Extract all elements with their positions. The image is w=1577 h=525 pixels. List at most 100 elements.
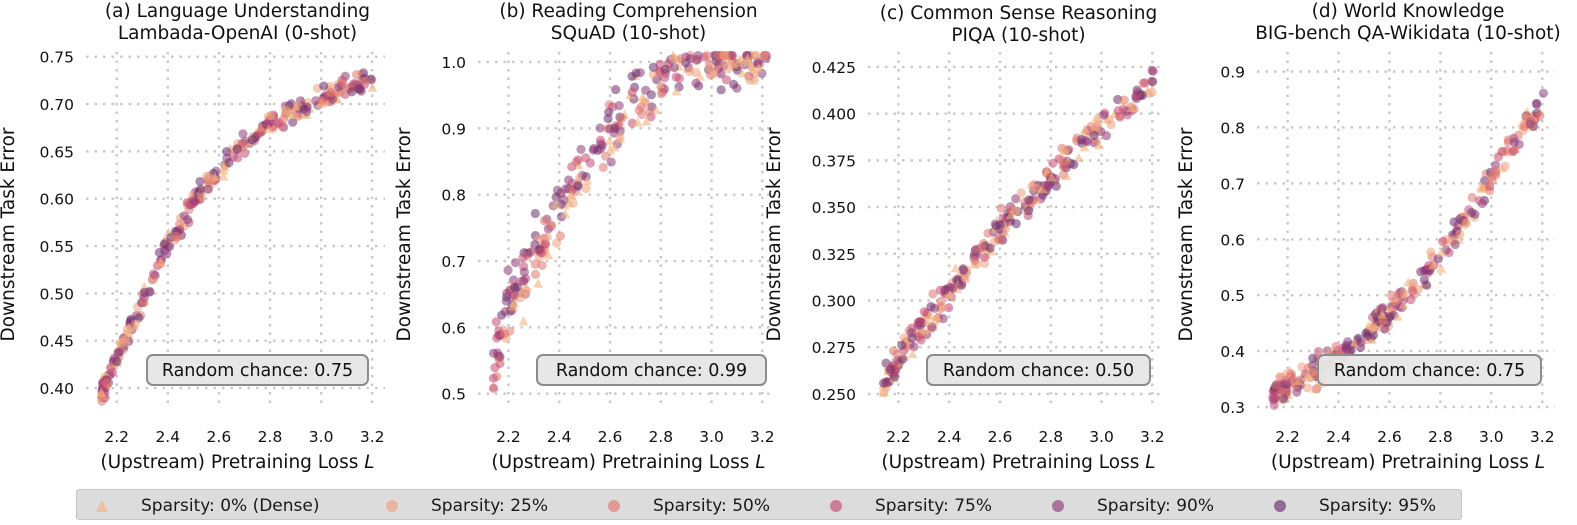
data-point (691, 67, 701, 77)
data-point-dense (1005, 210, 1016, 220)
data-point (281, 106, 291, 116)
data-point (1378, 315, 1388, 326)
data-point-dense (1475, 182, 1486, 192)
data-point (539, 216, 550, 226)
data-point (573, 155, 583, 165)
data-point (517, 276, 527, 286)
data-point (530, 269, 541, 280)
data-point (598, 162, 608, 172)
data-point (958, 265, 969, 275)
data-point (691, 78, 701, 88)
chart-title-line: SQuAD (10-shot) (551, 23, 706, 44)
data-point (162, 249, 172, 259)
y-tick-label: 0.75 (39, 49, 74, 67)
data-point-dense (637, 92, 648, 102)
x-tick-label: 3.0 (309, 428, 334, 446)
legend-item-sparsity-90: Sparsity: 90% (1051, 490, 1214, 521)
legend-marker-0 (96, 499, 108, 512)
data-point-dense (878, 387, 889, 397)
y-tick-label: 0.4 (1220, 343, 1245, 361)
data-point (1011, 219, 1021, 229)
data-point (750, 50, 760, 61)
data-point-dense (694, 71, 705, 81)
data-point-dense (582, 175, 593, 185)
chart-title-line: PIQA (10-shot) (951, 25, 1085, 46)
data-point (1487, 171, 1497, 181)
data-point (279, 114, 289, 124)
data-point (510, 283, 520, 293)
data-point-dense (1436, 247, 1447, 257)
data-point (224, 158, 234, 168)
data-point (347, 87, 357, 97)
data-point (1089, 130, 1099, 140)
data-point (505, 326, 515, 336)
chart-title-line: (b) Reading Comprehension (499, 1, 757, 22)
data-point (559, 195, 569, 205)
figure: (a) Language UnderstandingLambada-OpenAI… (0, 1, 1561, 473)
legend-item-sparsity-0: Sparsity: 0% (Dense) (95, 490, 319, 521)
data-point-dense (509, 298, 520, 308)
data-point-dense (655, 79, 666, 89)
data-point (881, 378, 891, 388)
data-point (1270, 391, 1280, 402)
x-axis-label: (Upstream) Pretraining Loss L (100, 452, 374, 473)
data-point (1274, 372, 1285, 382)
data-point (1376, 304, 1387, 314)
legend-item-sparsity-50: Sparsity: 50% (607, 490, 770, 521)
x-axis-label: (Upstream) Pretraining Loss L (881, 452, 1155, 473)
data-point (576, 144, 586, 154)
data-point (1450, 239, 1460, 250)
data-point (1278, 394, 1288, 404)
x-tick-label: 2.4 (155, 428, 180, 446)
x-axis-label: (Upstream) Pretraining Loss L (491, 452, 765, 473)
data-point (546, 220, 557, 230)
data-point (1115, 111, 1125, 121)
data-point (1406, 294, 1416, 305)
data-point (495, 352, 505, 362)
data-point-dense (1073, 152, 1084, 162)
data-point-dense (1370, 322, 1381, 332)
data-point-dense (517, 286, 528, 296)
y-tick-label: 0.70 (39, 96, 74, 114)
legend-label: Sparsity: 0% (Dense) (141, 495, 320, 516)
data-point (1016, 188, 1026, 198)
data-point (948, 283, 958, 293)
data-point (1132, 85, 1142, 95)
data-point (175, 219, 185, 229)
data-point (202, 171, 212, 181)
x-tick-label: 2.6 (1377, 428, 1402, 446)
circle-marker-icon (830, 499, 842, 512)
data-point (615, 132, 625, 142)
y-tick-label: 0.250 (812, 386, 856, 404)
data-point (1282, 369, 1292, 379)
data-point (995, 220, 1005, 230)
data-point-dense (609, 142, 620, 152)
data-point-dense (1117, 95, 1128, 105)
data-point (676, 54, 686, 64)
x-tick-label: 2.6 (207, 428, 232, 446)
data-point (492, 333, 502, 343)
data-point-dense (1037, 184, 1048, 194)
legend-marker-4 (1052, 499, 1064, 512)
data-point-dense (1313, 379, 1324, 389)
data-point (935, 285, 946, 295)
data-point (716, 69, 726, 79)
y-tick-label: 0.8 (1220, 119, 1245, 137)
data-point-dense (605, 145, 616, 155)
data-point (497, 310, 507, 320)
data-point (1474, 195, 1484, 206)
data-point (1106, 120, 1116, 130)
data-point (551, 238, 562, 248)
data-point-dense (263, 124, 274, 134)
y-tick-label: 0.5 (441, 386, 466, 404)
data-point-dense (641, 116, 652, 126)
data-point-dense (728, 59, 739, 69)
data-point-dense (742, 52, 753, 62)
data-point (1140, 78, 1150, 88)
data-point (956, 280, 966, 290)
data-point-dense (1293, 376, 1304, 386)
data-point (721, 75, 732, 85)
y-tick-label: 0.7 (1220, 175, 1245, 193)
data-point (627, 87, 637, 97)
